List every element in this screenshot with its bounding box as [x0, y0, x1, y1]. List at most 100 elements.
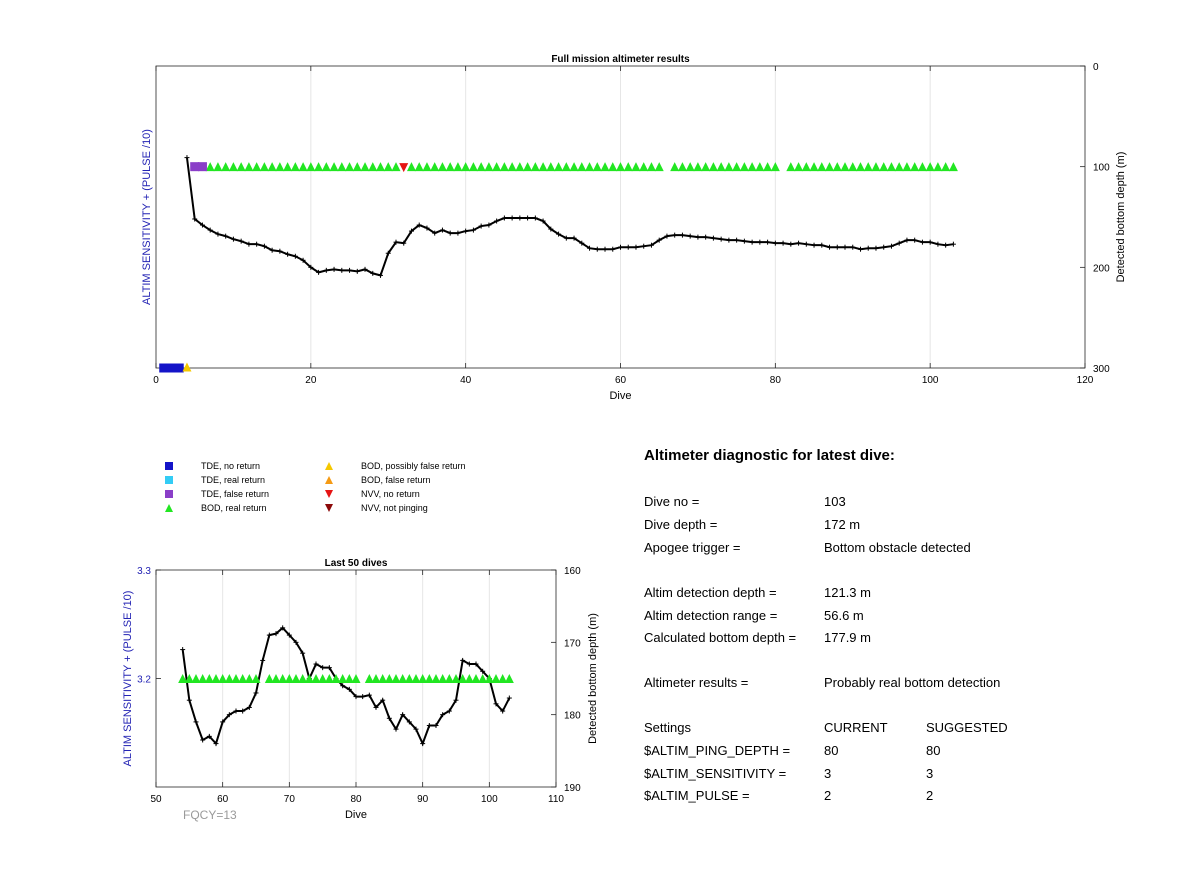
marker-bod-real-return — [716, 162, 726, 172]
diagnostic-title: Altimeter diagnostic for latest dive: — [644, 447, 895, 464]
x-tick-label: 80 — [350, 794, 362, 805]
marker-bod-real-return — [251, 674, 261, 683]
marker-bod-real-return — [478, 674, 488, 683]
marker-bod-real-return — [430, 162, 440, 172]
setting-sensitivity-current: 3 — [824, 766, 832, 781]
marker-bod-real-return — [832, 162, 842, 172]
marker-bod-real-return — [809, 162, 819, 172]
marker-bod-real-return — [600, 162, 610, 172]
marker-bod-real-return — [585, 162, 595, 172]
marker-bod-real-return — [491, 674, 501, 683]
y-right-tick-label: 200 — [1093, 263, 1110, 274]
y-left-tick-label: 3.2 — [137, 675, 151, 686]
legend-marker — [325, 504, 333, 512]
marker-bod-real-return — [917, 162, 927, 172]
marker-tde-no-return — [166, 363, 176, 373]
marker-bod-real-return — [507, 162, 517, 172]
marker-bod-real-return — [499, 162, 509, 172]
marker-bod-real-return — [464, 674, 474, 683]
chart-title: Full mission altimeter results — [551, 54, 690, 65]
setting-pulse-label: $ALTIM_PULSE = — [644, 788, 750, 803]
marker-bod-real-return — [284, 674, 294, 683]
marker-bod-real-return — [271, 674, 281, 683]
setting-pulse-suggested: 2 — [926, 788, 934, 803]
y-right-tick-label: 100 — [1093, 163, 1110, 174]
diagnostic-label-dive-depth: Dive depth = — [644, 517, 718, 532]
marker-nvv-no-return — [399, 163, 409, 173]
marker-bod-real-return — [492, 162, 502, 172]
settings-header-current: CURRENT — [824, 720, 888, 735]
marker-bod-real-return — [368, 162, 378, 172]
marker-bod-real-return — [577, 162, 587, 172]
marker-bod-real-return — [244, 674, 254, 683]
marker-bod-real-return — [178, 674, 188, 683]
diagnostic-label-detection-range: Altim detection range = — [644, 608, 778, 623]
marker-bod-real-return — [352, 162, 362, 172]
legend-marker — [325, 476, 333, 484]
marker-bod-real-return — [685, 162, 695, 172]
legend-label: NVV, no return — [361, 489, 420, 499]
marker-bod-real-return — [259, 162, 269, 172]
marker-bod-real-return — [561, 162, 571, 172]
diagnostic-value-results: Probably real bottom detection — [824, 675, 1001, 690]
marker-tde-false-return — [190, 162, 200, 172]
marker-bod-real-return — [453, 162, 463, 172]
marker-bod-real-return — [424, 674, 434, 683]
legend-label: TDE, no return — [201, 461, 260, 471]
marker-bod-real-return — [592, 162, 602, 172]
y-left-axis-label: ALTIM SENSITIVITY + (PULSE /10) — [141, 129, 153, 305]
legend-marker — [165, 504, 173, 512]
x-axis-label: Dive — [609, 390, 631, 402]
marker-bod-real-return — [458, 674, 468, 683]
marker-bod-real-return — [608, 162, 618, 172]
x-tick-label: 50 — [150, 794, 162, 805]
x-tick-label: 100 — [481, 794, 498, 805]
marker-bod-real-return — [902, 162, 912, 172]
marker-bod-real-return — [747, 162, 757, 172]
diagnostic-label-calc-depth: Calculated bottom depth = — [644, 630, 797, 645]
legend-marker — [165, 462, 173, 470]
diagnostic-value-apogee: Bottom obstacle detected — [824, 540, 971, 555]
marker-bod-real-return — [693, 162, 703, 172]
marker-bod-real-return — [701, 162, 711, 172]
marker-bod-real-return — [770, 162, 780, 172]
marker-bod-real-return — [654, 162, 664, 172]
marker-bod-real-return — [530, 162, 540, 172]
marker-bod-real-return — [855, 162, 865, 172]
y-right-axis-label: Detected bottom depth (m) — [587, 613, 599, 744]
setting-pulse-current: 2 — [824, 788, 832, 803]
marker-tde-false-return — [197, 162, 207, 172]
marker-bod-real-return — [948, 162, 958, 172]
marker-bod-real-return — [344, 674, 354, 683]
x-tick-label: 110 — [548, 794, 564, 805]
y-right-tick-label: 180 — [564, 711, 581, 722]
diagnostic-label-detection-depth: Altim detection depth = — [644, 585, 777, 600]
marker-bod-real-return — [438, 674, 448, 683]
marker-bod-real-return — [283, 162, 293, 172]
marker-bod-real-return — [817, 162, 827, 172]
marker-bod-real-return — [331, 674, 341, 683]
settings-header-suggested: SUGGESTED — [926, 720, 1008, 735]
y-right-tick-label: 300 — [1093, 364, 1110, 375]
x-tick-label: 40 — [460, 375, 472, 386]
y-right-axis-label: Detected bottom depth (m) — [1115, 152, 1127, 283]
marker-bod-real-return — [360, 162, 370, 172]
marker-tde-no-return — [159, 363, 169, 373]
setting-sensitivity-suggested: 3 — [926, 766, 934, 781]
marker-bod-real-return — [211, 674, 221, 683]
legend-label: BOD, possibly false return — [361, 461, 466, 471]
marker-bod-real-return — [314, 162, 324, 172]
marker-bod-real-return — [910, 162, 920, 172]
marker-bod-real-return — [191, 674, 201, 683]
marker-bod-real-return — [391, 162, 401, 172]
marker-bod-real-return — [801, 162, 811, 172]
diagnostic-value-detection-range: 56.6 m — [824, 608, 864, 623]
marker-bod-real-return — [238, 674, 248, 683]
marker-bod-real-return — [451, 674, 461, 683]
marker-bod-real-return — [925, 162, 935, 172]
marker-bod-real-return — [941, 162, 951, 172]
setting-ping-depth-label: $ALTIM_PING_DEPTH = — [644, 743, 791, 758]
marker-bod-real-return — [444, 674, 454, 683]
marker-bod-real-return — [670, 162, 680, 172]
marker-bod-real-return — [264, 674, 274, 683]
